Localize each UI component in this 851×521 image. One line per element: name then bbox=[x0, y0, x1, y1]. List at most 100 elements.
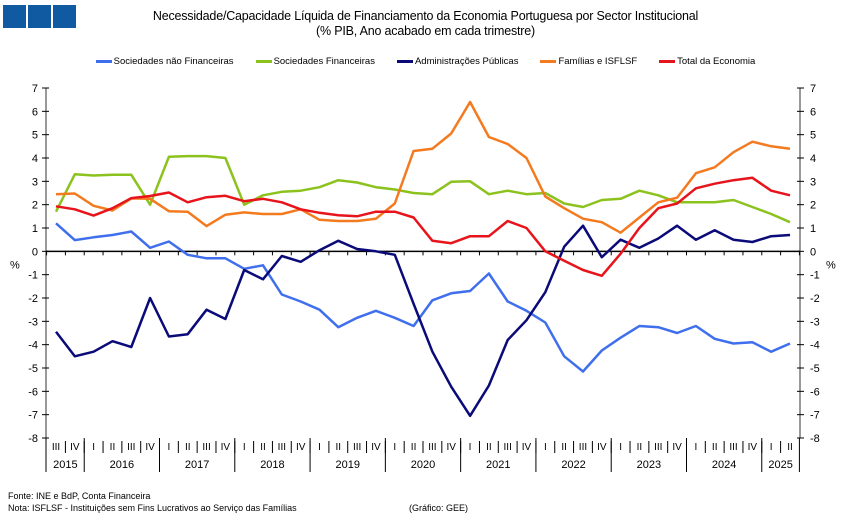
x-year-label: 2015 bbox=[53, 459, 77, 471]
y-tick-label-right: -4 bbox=[810, 340, 820, 352]
x-quarter-label: I bbox=[770, 442, 773, 453]
legend-item-snf: Sociedades não Financeiras bbox=[95, 56, 234, 67]
x-quarter-label: IV bbox=[296, 442, 306, 453]
legend-label: Famílias e ISFLSF bbox=[558, 56, 638, 67]
y-tick-label-left: -1 bbox=[28, 270, 38, 282]
series-line-4 bbox=[55, 100, 791, 234]
x-quarter-label: IV bbox=[672, 442, 682, 453]
series-line-3 bbox=[55, 224, 791, 418]
x-quarter-label: II bbox=[787, 442, 793, 453]
series-line-5 bbox=[55, 176, 791, 278]
x-year-label: 2017 bbox=[185, 459, 209, 471]
legend-item-familias: Famílias e ISFLSF bbox=[540, 56, 637, 67]
logo-block bbox=[28, 5, 51, 28]
y-tick-label-right: 6 bbox=[810, 106, 816, 118]
y-tick-label-left: -8 bbox=[28, 433, 38, 445]
x-quarter-label: III bbox=[654, 442, 662, 453]
x-quarter-label: I bbox=[544, 442, 547, 453]
x-quarter-label: I bbox=[168, 442, 171, 453]
legend: Sociedades não Financeiras Sociedades Fi… bbox=[0, 56, 851, 67]
x-quarter-label: III bbox=[428, 442, 436, 453]
y-tick-label-right: -3 bbox=[810, 316, 820, 328]
x-quarter-label: II bbox=[561, 442, 567, 453]
footnote: Nota: ISFLSF - Instituições sem Fins Luc… bbox=[8, 503, 297, 513]
y-tick-label-left: 5 bbox=[32, 130, 38, 142]
x-quarter-label: IV bbox=[145, 442, 155, 453]
y-tick-label-right: 0 bbox=[810, 246, 816, 258]
x-quarter-label: II bbox=[486, 442, 492, 453]
source-note: Fonte: INE e BdP, Conta Financeira bbox=[8, 491, 151, 501]
x-quarter-label: I bbox=[92, 442, 95, 453]
y-tick-label-left: -6 bbox=[28, 386, 38, 398]
chart-title: Necessidade/Capacidade Líquida de Financ… bbox=[152, 9, 699, 23]
legend-item-sf: Sociedades Financeiras bbox=[255, 56, 375, 67]
y-tick-label-left: -4 bbox=[28, 340, 38, 352]
x-quarter-label: IV bbox=[221, 442, 231, 453]
x-quarter-label: I bbox=[318, 442, 321, 453]
y-tick-label-left: 1 bbox=[32, 223, 38, 235]
x-quarter-label: IV bbox=[371, 442, 381, 453]
chart-title-block: Necessidade/Capacidade Líquida de Financ… bbox=[0, 9, 851, 39]
y-tick-label-right: 5 bbox=[810, 130, 816, 142]
y-tick-label-left: -3 bbox=[28, 316, 38, 328]
x-quarter-label: III bbox=[353, 442, 361, 453]
x-year-label: 2023 bbox=[637, 459, 661, 471]
x-quarter-label: II bbox=[185, 442, 191, 453]
legend-label: Administrações Públicas bbox=[414, 56, 519, 67]
y-tick-label-left: 0 bbox=[32, 246, 38, 258]
legend-label: Sociedades não Financeiras bbox=[113, 56, 234, 67]
y-axis-title-right: % bbox=[826, 259, 836, 271]
y-tick-label-left: 2 bbox=[32, 200, 38, 212]
x-quarter-label: I bbox=[619, 442, 622, 453]
y-tick-label-left: 3 bbox=[32, 176, 38, 188]
legend-swatch bbox=[659, 60, 676, 63]
x-quarter-label: IV bbox=[597, 442, 607, 453]
chart-subtitle: (% PIB, Ano acabado em cada trimestre) bbox=[316, 24, 535, 38]
x-quarter-label: IV bbox=[70, 442, 80, 453]
x-quarter-label: II bbox=[411, 442, 417, 453]
y-tick-label-right: 2 bbox=[810, 200, 816, 212]
x-year-label: 2025 bbox=[768, 459, 792, 471]
legend-swatch bbox=[255, 60, 272, 63]
y-tick-label-left: -2 bbox=[28, 293, 38, 305]
legend-item-ap: Administrações Públicas bbox=[396, 56, 519, 67]
x-year-label: 2016 bbox=[110, 459, 134, 471]
x-quarter-label: II bbox=[260, 442, 266, 453]
y-tick-label-right: -8 bbox=[810, 433, 820, 445]
y-axis-title-left: % bbox=[10, 259, 20, 271]
y-tick-label-left: 7 bbox=[32, 83, 38, 95]
legend-label: Sociedades Financeiras bbox=[273, 56, 375, 67]
x-quarter-label: III bbox=[579, 442, 587, 453]
y-tick-label-right: -6 bbox=[810, 386, 820, 398]
series-line-1 bbox=[55, 222, 791, 373]
y-tick-label-right: 7 bbox=[810, 83, 816, 95]
legend-item-total: Total da Economia bbox=[659, 56, 755, 67]
x-year-label: 2022 bbox=[561, 459, 585, 471]
y-tick-label-left: -5 bbox=[28, 363, 38, 375]
x-quarter-label: III bbox=[202, 442, 210, 453]
chart-credit: (Gráfico: GEE) bbox=[409, 503, 469, 513]
y-tick-label-left: 4 bbox=[32, 153, 38, 165]
x-quarter-label: III bbox=[52, 442, 60, 453]
x-quarter-label: III bbox=[127, 442, 135, 453]
x-quarter-label: III bbox=[504, 442, 512, 453]
series-line-2 bbox=[54, 154, 791, 224]
legend-label: Total da Economia bbox=[677, 56, 756, 67]
x-quarter-label: II bbox=[110, 442, 116, 453]
y-tick-label-right: 3 bbox=[810, 176, 816, 188]
x-year-label: 2024 bbox=[712, 459, 736, 471]
y-tick-label-left: 6 bbox=[32, 106, 38, 118]
x-quarter-label: I bbox=[243, 442, 246, 453]
y-tick-label-right: -1 bbox=[810, 270, 820, 282]
y-tick-label-right: 4 bbox=[810, 153, 816, 165]
logo-block bbox=[3, 5, 26, 28]
legend-swatch bbox=[540, 60, 557, 63]
x-year-label: 2021 bbox=[486, 459, 510, 471]
x-quarter-label: II bbox=[712, 442, 718, 453]
x-quarter-label: II bbox=[336, 442, 342, 453]
y-tick-label-right: -5 bbox=[810, 363, 820, 375]
x-quarter-label: I bbox=[695, 442, 698, 453]
legend-swatch bbox=[95, 60, 112, 63]
x-year-label: 2020 bbox=[411, 459, 435, 471]
